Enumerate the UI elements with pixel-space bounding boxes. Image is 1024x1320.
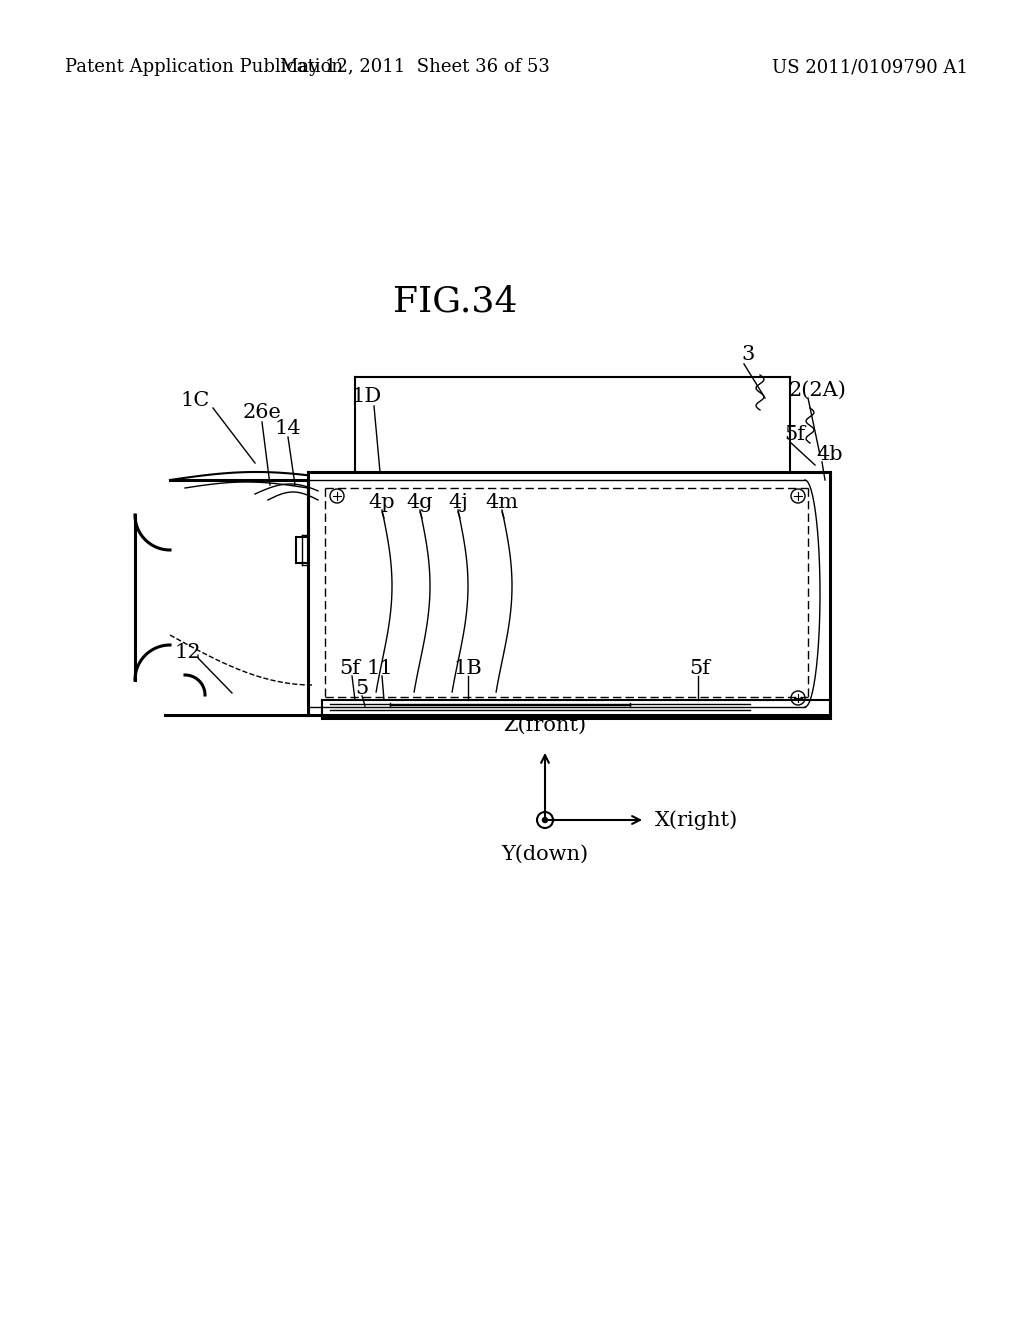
Text: 4p: 4p xyxy=(369,494,395,512)
Text: 14: 14 xyxy=(274,418,301,437)
Text: FIG.34: FIG.34 xyxy=(393,285,517,319)
Text: Y(down): Y(down) xyxy=(502,845,589,865)
Text: 2(2A): 2(2A) xyxy=(790,380,847,400)
Text: 5f: 5f xyxy=(340,659,360,677)
Text: May 12, 2011  Sheet 36 of 53: May 12, 2011 Sheet 36 of 53 xyxy=(280,58,550,77)
Text: 4m: 4m xyxy=(485,494,518,512)
Text: Patent Application Publication: Patent Application Publication xyxy=(65,58,343,77)
Text: 1D: 1D xyxy=(352,388,382,407)
Text: 12: 12 xyxy=(175,643,202,661)
Text: 4b: 4b xyxy=(817,446,843,465)
Text: 26e: 26e xyxy=(243,403,282,421)
Text: X(right): X(right) xyxy=(655,810,738,830)
Bar xyxy=(390,701,630,705)
Text: US 2011/0109790 A1: US 2011/0109790 A1 xyxy=(772,58,968,77)
Text: 5f: 5f xyxy=(689,659,711,677)
Text: Z(front): Z(front) xyxy=(504,715,587,735)
Bar xyxy=(296,537,308,564)
Text: 4g: 4g xyxy=(407,494,433,512)
Text: 1B: 1B xyxy=(454,659,482,677)
Text: 5: 5 xyxy=(355,678,369,697)
Text: 1C: 1C xyxy=(180,391,210,409)
Text: 11: 11 xyxy=(367,659,393,677)
Text: 4j: 4j xyxy=(449,494,468,512)
Text: 5f: 5f xyxy=(784,425,806,445)
Text: 3: 3 xyxy=(741,346,755,364)
Circle shape xyxy=(543,817,548,822)
